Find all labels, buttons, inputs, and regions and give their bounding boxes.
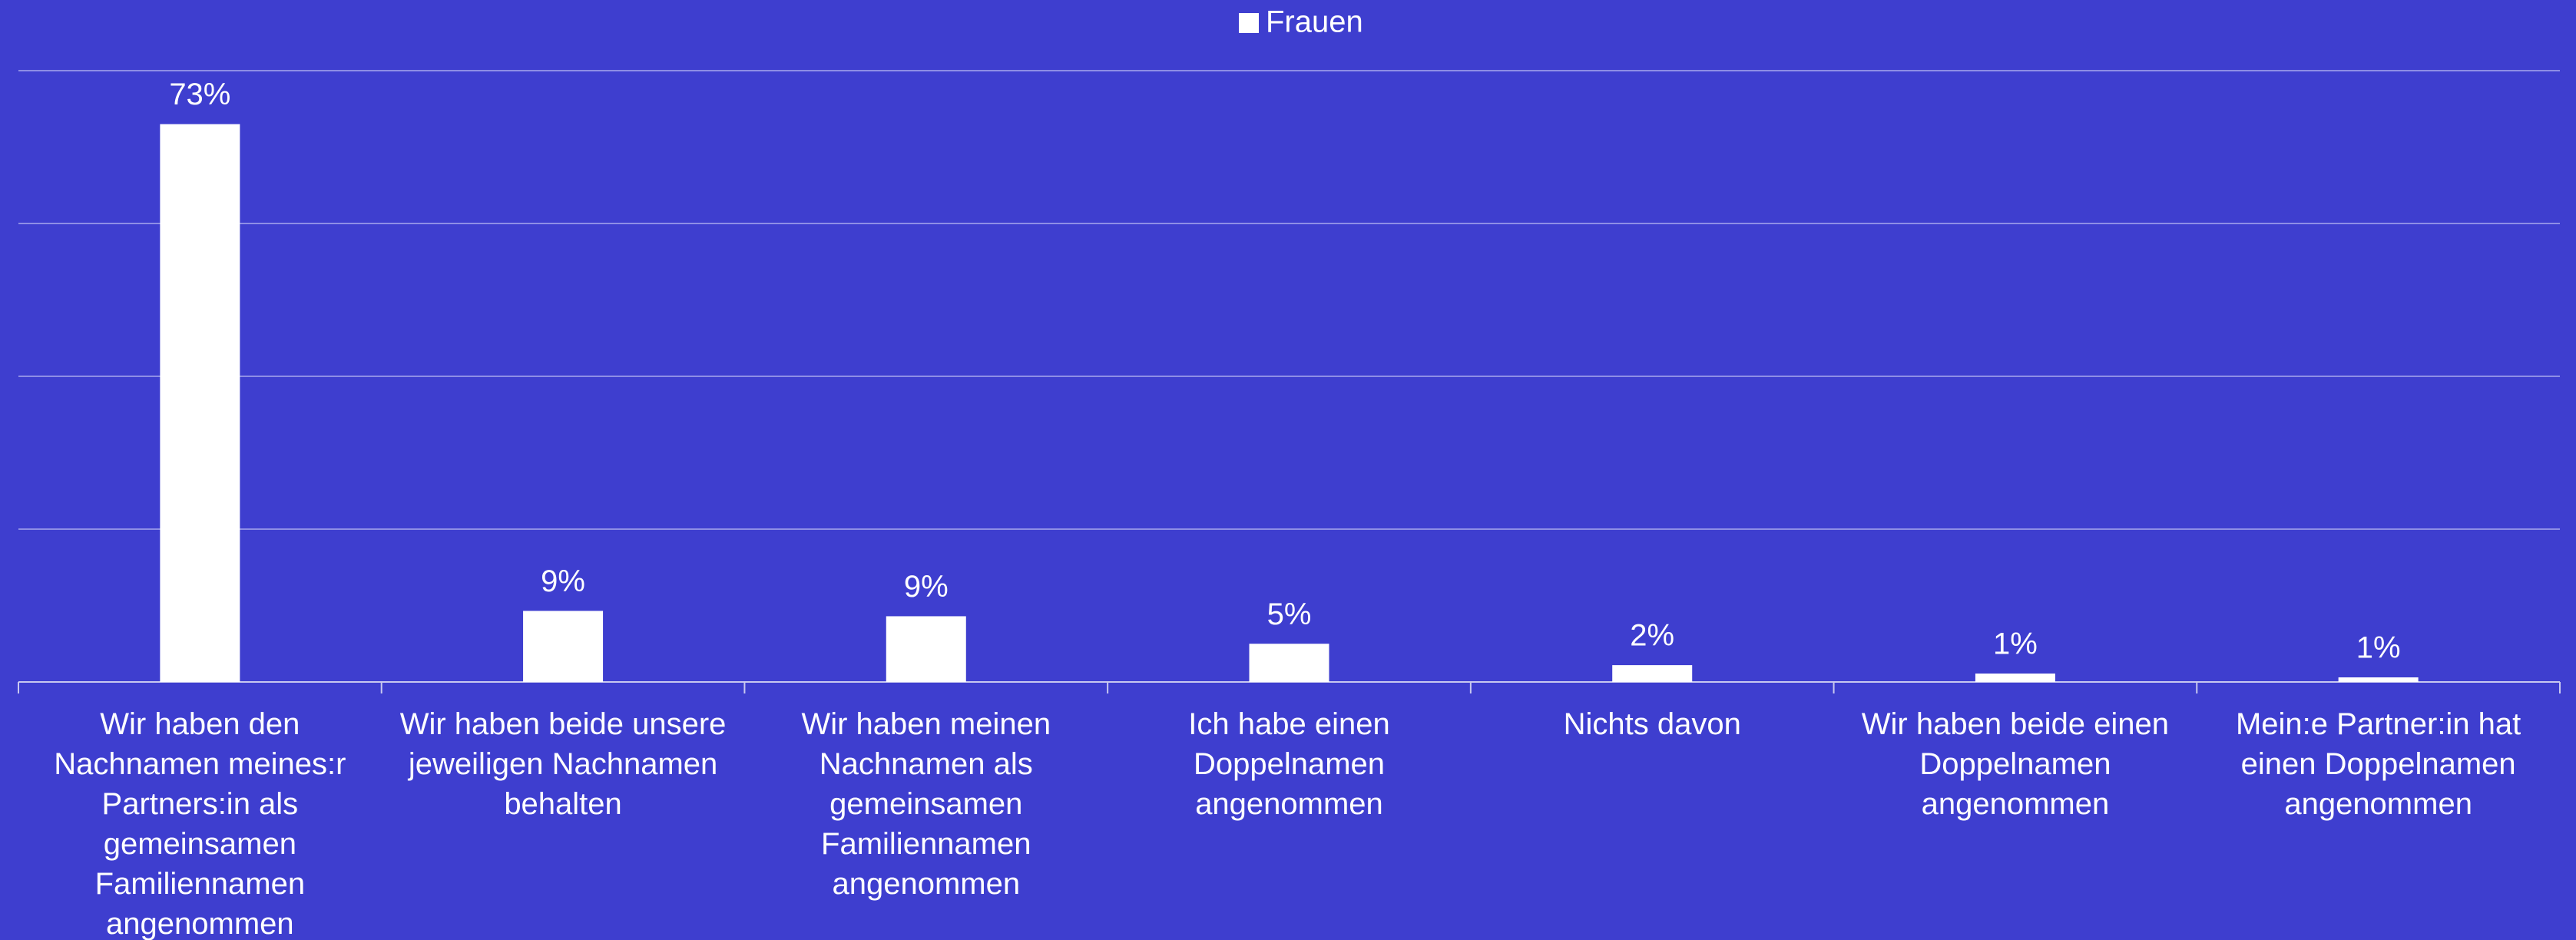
x-tick-label: Nichts davon (1563, 707, 1741, 741)
x-tick-label: Wir haben beide unsere jeweiligen Nachna… (399, 707, 727, 821)
x-tick-label: Wir haben meinen Nachnamen als gemeinsam… (801, 707, 1051, 901)
value-label: 5% (1267, 597, 1312, 631)
bar (2338, 677, 2419, 682)
value-label: 1% (2356, 631, 2401, 665)
bar (1249, 644, 1329, 682)
value-label: 9% (904, 570, 949, 604)
x-tick-label: Wir haben beide einen Doppelnamen angeno… (1861, 707, 2170, 821)
bar (1612, 665, 1693, 682)
bar (160, 124, 240, 682)
bar (886, 616, 966, 682)
value-label: 1% (1993, 627, 2038, 661)
legend-swatch (1239, 13, 1259, 33)
x-tick-label: Ich habe einen Doppelnamen angenommen (1188, 707, 1390, 821)
x-tick-label: Mein:e Partner:in hat einen Doppelnamen … (2235, 707, 2521, 821)
value-label: 2% (1630, 619, 1674, 653)
bar (523, 611, 604, 682)
legend-label: Frauen (1266, 5, 1363, 39)
value-label: 73% (169, 78, 230, 111)
bar (1975, 674, 2055, 682)
x-tick-label: Wir haben den Nachnamen meines:r Partner… (54, 707, 346, 940)
value-label: 9% (541, 564, 585, 598)
